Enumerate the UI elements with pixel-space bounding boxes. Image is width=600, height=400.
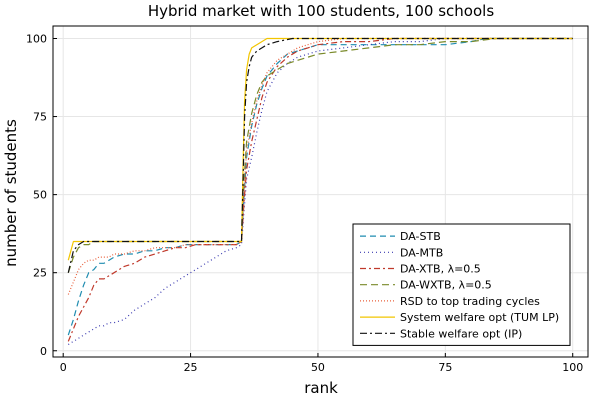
y-axis-label: number of students — [2, 119, 20, 267]
legend-entry: DA-MTB — [400, 246, 443, 259]
y-tick-label: 25 — [33, 267, 47, 280]
legend-entry: DA-WXTB, λ=0.5 — [400, 279, 492, 292]
legend-entry: RSD to top trading cycles — [400, 295, 540, 308]
y-tick-label: 50 — [33, 189, 47, 202]
series-lines — [67, 37, 573, 346]
y-tick-label: 75 — [33, 111, 47, 124]
series-line-7 — [67, 37, 573, 273]
series-line-3 — [67, 37, 573, 342]
series-line-1 — [67, 37, 573, 336]
legend-entry: Stable welfare opt (IP) — [400, 327, 522, 340]
x-tick-label: 100 — [562, 361, 583, 374]
x-tick-label: 50 — [311, 361, 325, 374]
plot-frame — [52, 25, 589, 358]
legend-entry: System welfare opt (TUM LP) — [400, 311, 559, 324]
x-tick-label: 25 — [184, 361, 198, 374]
series-line-2 — [67, 37, 573, 346]
legend: DA-STB DA-MTB DA-XTB, λ=0.5 DA-WXTB, λ=0.5 R… — [352, 223, 571, 346]
chart-title: Hybrid market with 100 students, 100 sch… — [148, 2, 494, 20]
series-line-5 — [67, 37, 573, 295]
legend-box — [352, 223, 571, 346]
legend-entry: DA-XTB, λ=0.5 — [400, 263, 481, 276]
x-tick-label: 75 — [438, 361, 452, 374]
x-axis-label: rank — [304, 379, 338, 397]
axis-ticks: 0 25 50 75 100 0 25 50 75 100 — [26, 32, 583, 374]
y-tick-label: 100 — [26, 32, 47, 45]
legend-entry: DA-STB — [400, 230, 441, 243]
y-tick-label: 0 — [40, 345, 47, 358]
x-tick-label: 0 — [60, 361, 67, 374]
